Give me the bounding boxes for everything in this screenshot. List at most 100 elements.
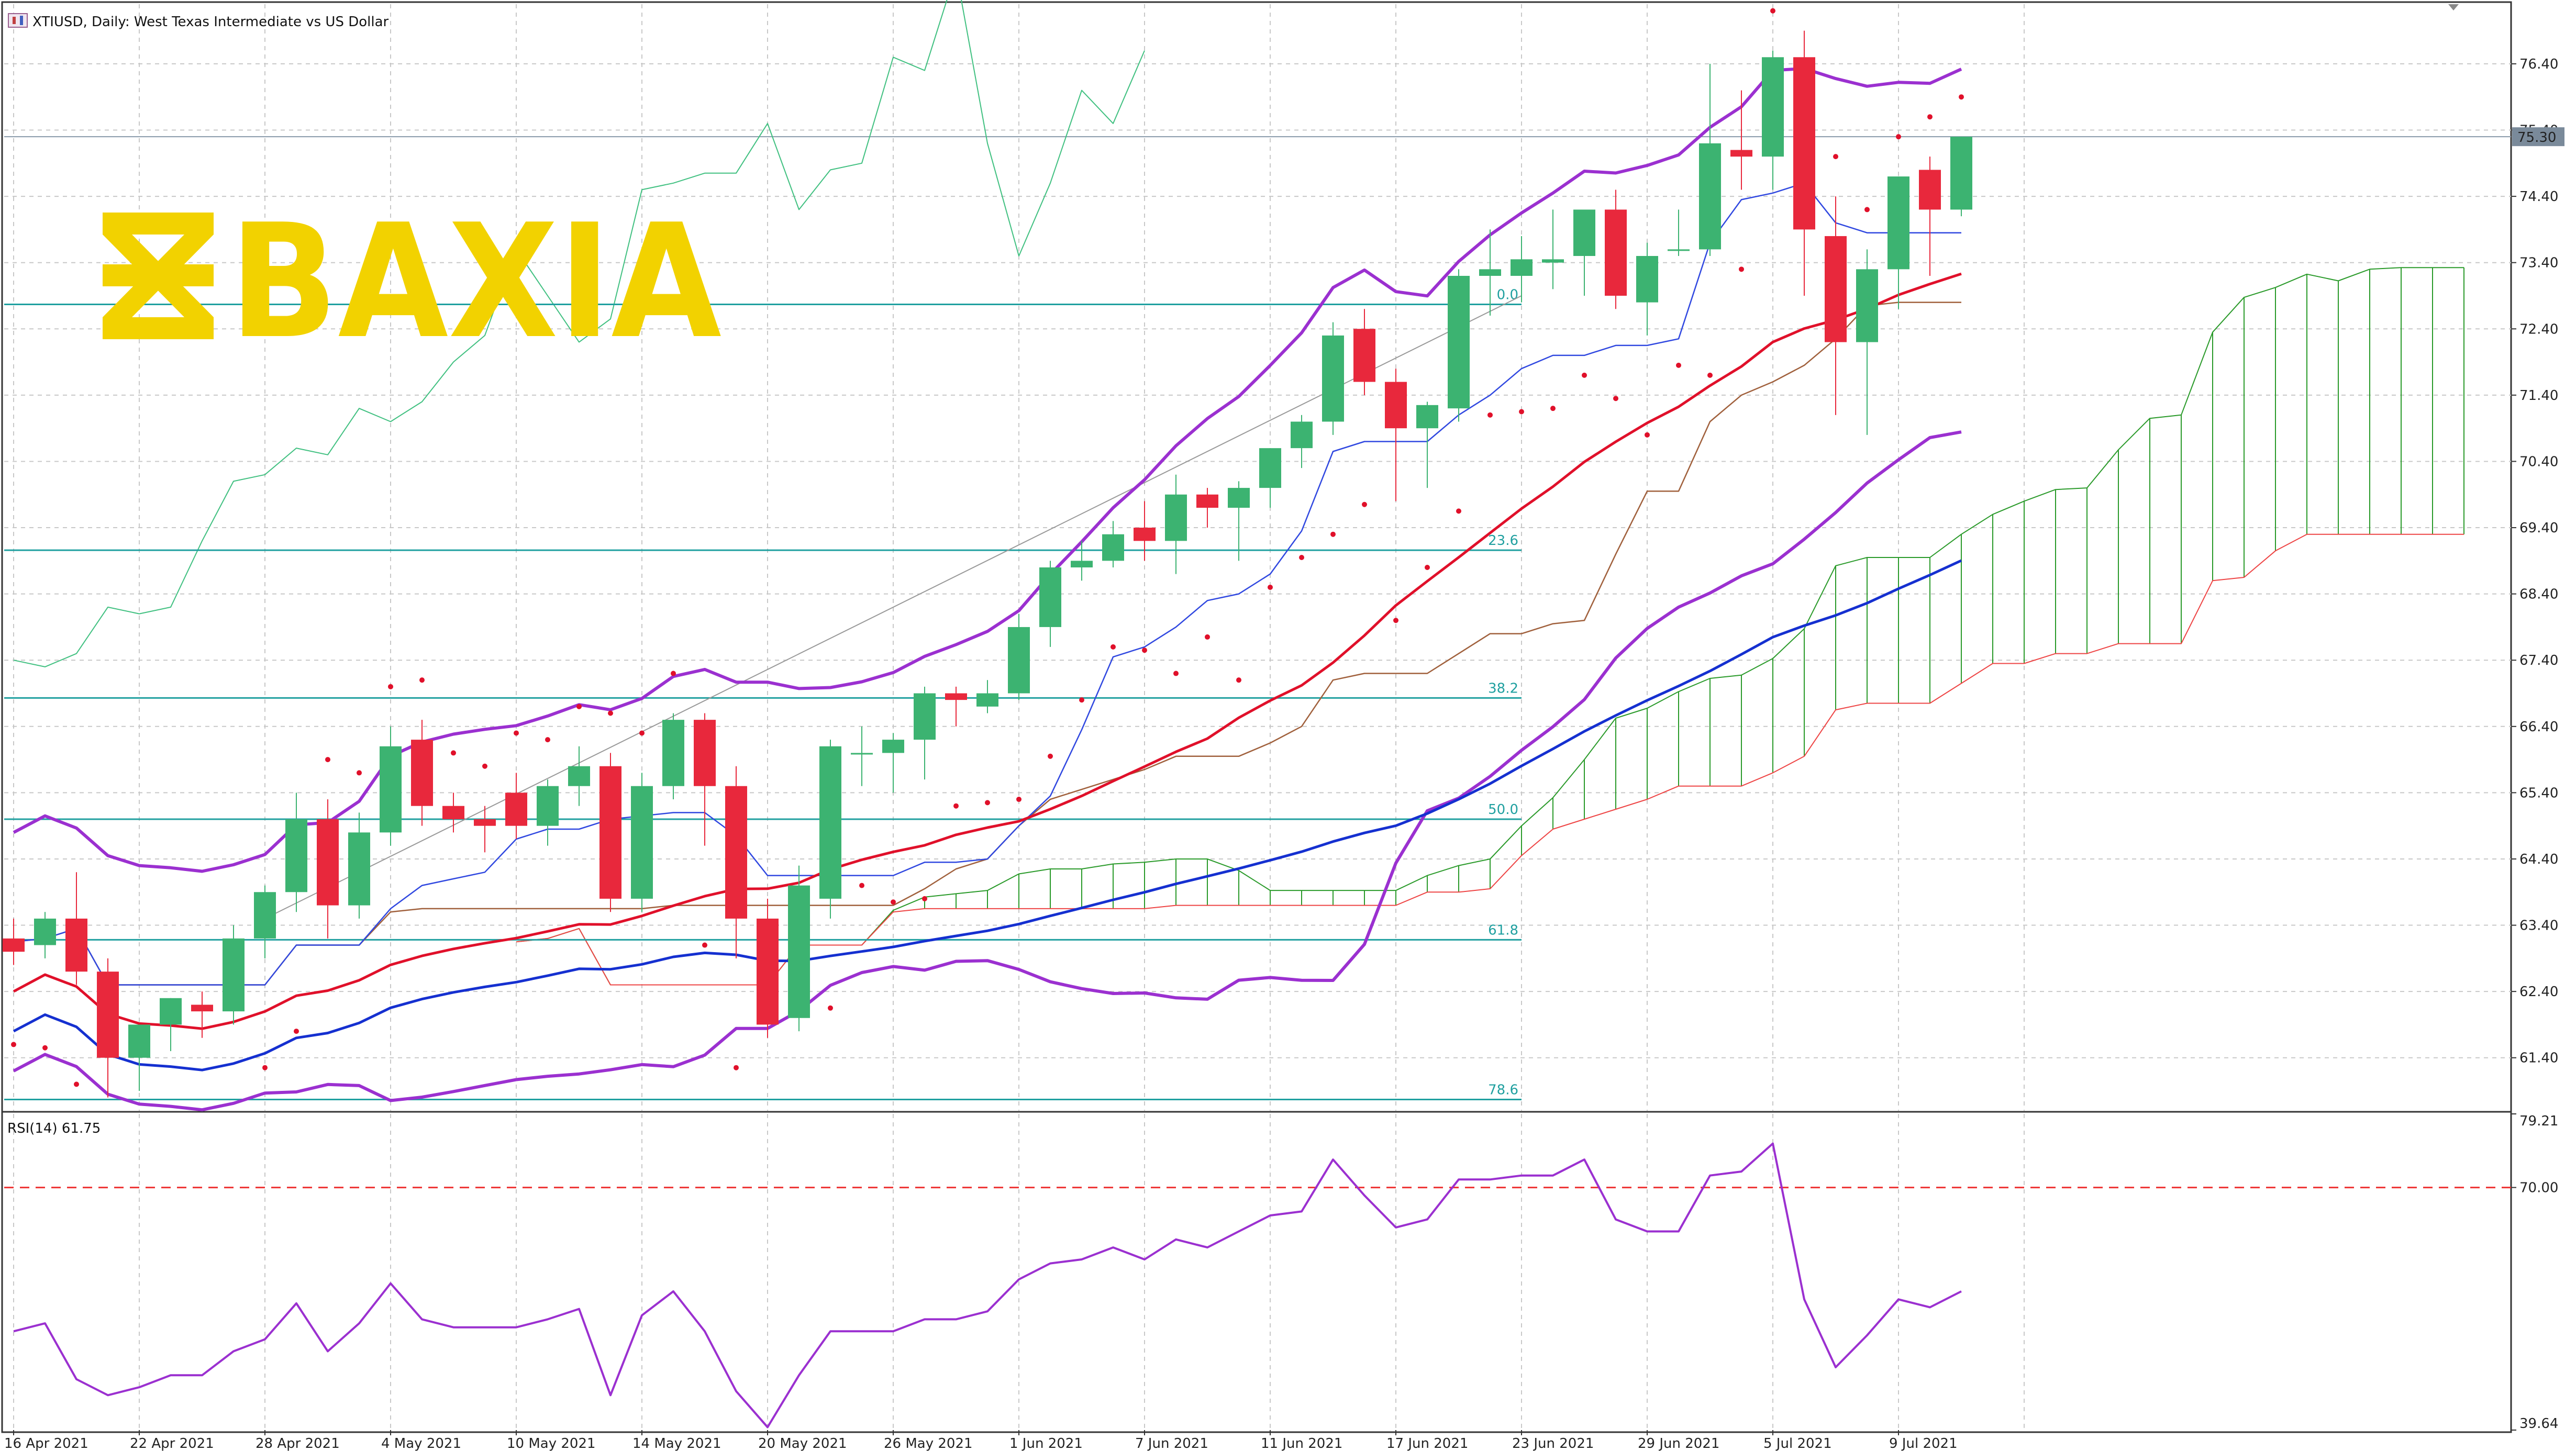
senkou-span-b: [516, 533, 2464, 986]
y-tick-label: 76.40: [2519, 57, 2558, 72]
sar-dot: [922, 896, 927, 901]
candle-body: [662, 720, 684, 786]
y-tick-label: 63.40: [2519, 918, 2558, 934]
candle-body: [128, 1024, 150, 1058]
sar-dot: [545, 737, 550, 743]
fib-label: 23.6: [1488, 533, 1518, 549]
candle-body: [1762, 57, 1784, 157]
sar-dot: [294, 1029, 299, 1034]
candle-body: [1291, 421, 1313, 449]
y-tick-label: 70.40: [2519, 454, 2558, 470]
candle-body: [1887, 176, 1909, 270]
sar-dot: [1896, 134, 1901, 140]
rsi-label: RSI(14) 61.75: [7, 1121, 101, 1136]
x-tick-label: 9 Jul 2021: [1889, 1436, 1958, 1451]
candle-body: [1102, 534, 1124, 561]
x-tick-label: 26 May 2021: [884, 1436, 973, 1451]
sar-dot: [734, 1065, 739, 1070]
candle-body: [851, 753, 873, 755]
x-tick-label: 17 Jun 2021: [1386, 1436, 1468, 1451]
sar-dot: [11, 1042, 16, 1047]
parabolic-sar-dots: [11, 8, 1964, 1087]
sar-dot: [1864, 207, 1870, 213]
sar-dot: [1173, 671, 1179, 676]
candle-body: [1008, 627, 1030, 694]
x-tick-label: 22 Apr 2021: [130, 1436, 214, 1451]
sar-dot: [357, 770, 362, 776]
candle-body: [694, 720, 716, 786]
baxia-logo: BAXIA: [103, 191, 723, 373]
sar-dot: [1645, 432, 1650, 438]
rsi-line: [13, 1142, 1962, 1428]
candle-body: [1950, 137, 1972, 210]
x-tick-label: 16 Apr 2021: [4, 1436, 88, 1451]
sar-dot: [1833, 154, 1838, 160]
logo-text: BAXIA: [229, 191, 723, 373]
candle-body: [1919, 170, 1941, 210]
candle-body: [380, 746, 402, 833]
sar-dot: [1959, 94, 1964, 100]
main-pane: [1, 1, 2512, 1113]
candle-body: [1416, 405, 1438, 429]
fib-label: 38.2: [1488, 680, 1518, 696]
candle-body: [1825, 236, 1847, 342]
x-tick-label: 5 Jul 2021: [1763, 1436, 1832, 1451]
sar-dot: [1519, 409, 1524, 415]
fib-label: 50.0: [1488, 802, 1518, 818]
candle-body: [1730, 150, 1752, 157]
candle-body: [442, 806, 464, 820]
candle-body: [1071, 561, 1093, 567]
sar-dot: [1205, 634, 1210, 640]
candle-body: [34, 918, 56, 945]
sar-dot: [1550, 406, 1556, 411]
sar-dot: [1016, 797, 1021, 802]
candle-body: [1134, 528, 1156, 541]
candle-body: [1636, 256, 1658, 303]
moving-average-slow: [13, 559, 1962, 1071]
sar-dot: [1111, 644, 1116, 650]
sar-dot: [576, 704, 582, 709]
chart-type-icon[interactable]: [8, 13, 28, 28]
rsi-indicator: [4, 1142, 2511, 1428]
sar-dot: [1613, 396, 1618, 401]
sar-dot: [262, 1065, 268, 1070]
y-tick-label: 65.40: [2519, 785, 2558, 801]
candle-body: [1448, 276, 1470, 409]
candle-body: [317, 819, 339, 906]
sar-dot: [325, 757, 330, 763]
baxia-logo-icon: [103, 213, 214, 339]
x-tick-label: 20 May 2021: [758, 1436, 847, 1451]
rsi-pane: [1, 1111, 2512, 1433]
candle-body: [537, 786, 559, 826]
sar-dot: [1236, 677, 1241, 683]
candle-body: [976, 693, 998, 707]
sar-dot: [608, 710, 613, 716]
candle-body: [725, 786, 747, 919]
candle-body: [568, 766, 590, 786]
x-tick-label: 14 May 2021: [632, 1436, 721, 1451]
candle-body: [1668, 249, 1690, 251]
current-price-tag: [2512, 127, 2564, 147]
fib-trend-line: [264, 295, 1522, 919]
sar-dot: [74, 1081, 79, 1087]
sar-dot: [1362, 501, 1367, 507]
y-tick-label: 66.40: [2519, 719, 2558, 735]
sar-dot: [702, 942, 707, 948]
candle-body: [1511, 259, 1533, 276]
bollinger-upper-band: [13, 66, 1962, 873]
sar-dot: [1739, 266, 1744, 272]
sar-dot: [1079, 697, 1084, 703]
candle-body: [1322, 335, 1344, 422]
candle-body: [348, 832, 370, 906]
x-tick-label: 1 Jun 2021: [1009, 1436, 1083, 1451]
sar-dot: [639, 730, 645, 736]
symbol-header: XTIUSD, Daily: West Texas Intermediate v…: [8, 13, 389, 30]
x-tick-label: 4 May 2021: [381, 1436, 461, 1451]
candle-body: [1039, 567, 1061, 627]
y-tick-label: 68.40: [2519, 587, 2558, 602]
indicator-lines: [13, 66, 1962, 1112]
x-tick-label: 28 Apr 2021: [256, 1436, 340, 1451]
x-tick-label: 7 Jun 2021: [1135, 1436, 1208, 1451]
candle-body: [1353, 329, 1375, 382]
sar-dot: [1048, 753, 1053, 759]
